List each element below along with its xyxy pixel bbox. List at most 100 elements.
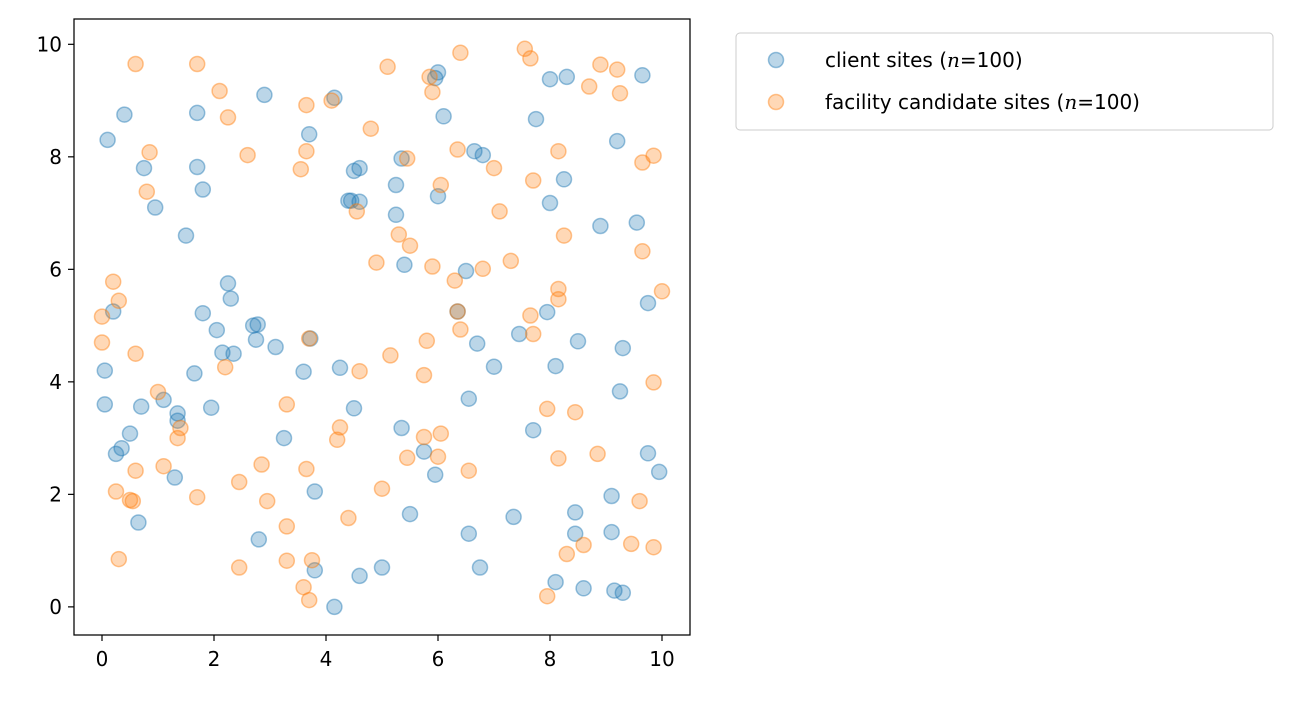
- data-point: [541, 194, 559, 212]
- data-point: [169, 412, 186, 429]
- data-point: [219, 275, 237, 292]
- legend-label-italic: n: [947, 48, 960, 72]
- data-point: [606, 582, 623, 599]
- data-point: [351, 193, 368, 211]
- data-point: [415, 428, 433, 446]
- data-point: [634, 67, 651, 84]
- legend: client sites (n=100)facility candidate s…: [735, 32, 1274, 131]
- data-point: [219, 109, 237, 126]
- data-point: [127, 345, 144, 362]
- data-point: [614, 339, 632, 357]
- data-point: [538, 400, 556, 418]
- data-point: [393, 150, 410, 167]
- data-point: [295, 578, 312, 596]
- data-point: [592, 217, 609, 235]
- data-point: [401, 505, 419, 523]
- series-1: [93, 40, 671, 609]
- data-point: [188, 104, 206, 122]
- data-point: [603, 487, 620, 505]
- data-point: [460, 462, 478, 479]
- data-point: [387, 206, 405, 224]
- data-point: [639, 445, 657, 462]
- data-point: [457, 262, 475, 280]
- data-point: [298, 460, 315, 478]
- data-point: [146, 199, 164, 216]
- data-point: [491, 203, 508, 220]
- data-point: [502, 252, 520, 270]
- y-tick-label: 10: [37, 32, 62, 56]
- data-point: [421, 68, 438, 86]
- data-point: [345, 400, 363, 417]
- data-point: [300, 330, 318, 347]
- data-point: [340, 509, 357, 527]
- data-point: [424, 258, 441, 275]
- data-point: [608, 61, 626, 78]
- data-point: [524, 325, 542, 343]
- data-point: [415, 443, 433, 460]
- data-point: [390, 226, 408, 243]
- data-point: [169, 429, 186, 447]
- data-point: [225, 345, 242, 362]
- data-point: [446, 272, 464, 289]
- data-point: [186, 365, 203, 382]
- data-point: [550, 142, 567, 160]
- x-tick-label: 2: [208, 647, 221, 671]
- data-point: [121, 491, 139, 509]
- plot-frame: [73, 18, 691, 636]
- data-point: [566, 525, 584, 542]
- data-point: [558, 68, 576, 86]
- data-point: [214, 344, 231, 361]
- data-point: [449, 141, 466, 158]
- data-point: [250, 531, 268, 548]
- x-tick-label: 4: [320, 647, 333, 671]
- x-tick-label: 0: [96, 647, 109, 671]
- data-point: [631, 492, 648, 510]
- data-point: [104, 303, 122, 320]
- data-point: [550, 450, 567, 467]
- data-point: [449, 303, 466, 320]
- data-point: [474, 146, 492, 164]
- data-point: [538, 303, 556, 321]
- data-point: [278, 396, 296, 413]
- data-point: [340, 192, 357, 209]
- data-point: [538, 587, 556, 605]
- data-point: [177, 227, 195, 244]
- data-point: [622, 535, 640, 553]
- data-point: [550, 290, 567, 308]
- data-point: [138, 183, 156, 200]
- data-point: [566, 403, 584, 421]
- data-point: [348, 203, 366, 220]
- data-point: [135, 159, 153, 177]
- data-point: [634, 154, 651, 171]
- data-point: [295, 363, 312, 380]
- data-point: [302, 330, 319, 347]
- y-tick-label: 0: [49, 595, 62, 619]
- data-point: [155, 391, 172, 409]
- data-point: [249, 316, 266, 333]
- data-point: [547, 573, 564, 591]
- data-point: [104, 273, 122, 290]
- data-point: [639, 294, 657, 312]
- data-point: [323, 92, 340, 109]
- data-point: [379, 58, 396, 76]
- data-point: [471, 559, 489, 576]
- data-point: [524, 421, 542, 439]
- y-tick-label: 8: [49, 145, 62, 169]
- data-point: [435, 108, 452, 125]
- data-point: [653, 283, 671, 300]
- data-point: [485, 159, 503, 177]
- data-point: [202, 399, 220, 416]
- data-point: [351, 159, 368, 177]
- data-point: [328, 431, 346, 449]
- legend-box: [735, 32, 1274, 131]
- data-point: [555, 227, 573, 244]
- data-point: [127, 55, 144, 73]
- data-point: [107, 483, 125, 500]
- data-point: [275, 429, 293, 447]
- data-point: [326, 598, 343, 616]
- data-point: [278, 552, 296, 569]
- data-point: [244, 317, 262, 334]
- data-point: [460, 525, 478, 542]
- data-point: [93, 308, 111, 325]
- data-point: [452, 44, 469, 62]
